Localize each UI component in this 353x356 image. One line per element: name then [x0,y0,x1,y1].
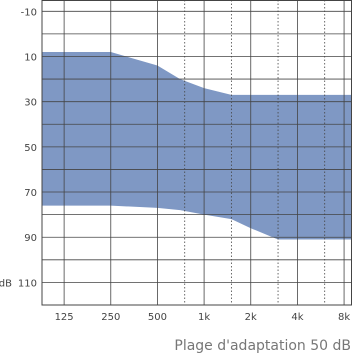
y-tick-labels: -10 10 30 50 70 90 110 dB [0,7,37,289]
x-tick-label-250: 250 [101,312,120,323]
x-tick-label-8k: 8k [338,312,350,323]
y-tick-label-110: 110 [18,278,37,289]
x-tick-label-500: 500 [148,312,167,323]
x-tick-label-1k: 1k [198,312,210,323]
plot-frame [41,0,352,306]
y-tick-label--10: -10 [21,7,37,18]
x-tick-label-4k: 4k [291,312,303,323]
grid-layer [41,0,352,306]
y-tick-label-70: 70 [24,188,37,199]
chart-caption: Plage d'adaptation 50 dB [174,338,351,354]
y-tick-label-50: 50 [24,143,37,154]
y-unit-label: dB [0,278,12,289]
x-tick-labels: 125 250 500 1k 2k 4k 8k [55,312,351,323]
y-tick-label-10: 10 [24,52,37,63]
x-tick-label-125: 125 [55,312,74,323]
fitting-range-band-layer [42,52,352,240]
y-tick-label-30: 30 [24,98,37,109]
x-tick-label-2k: 2k [245,312,257,323]
y-tick-label-90: 90 [24,233,37,244]
fitting-range-band [42,52,352,240]
